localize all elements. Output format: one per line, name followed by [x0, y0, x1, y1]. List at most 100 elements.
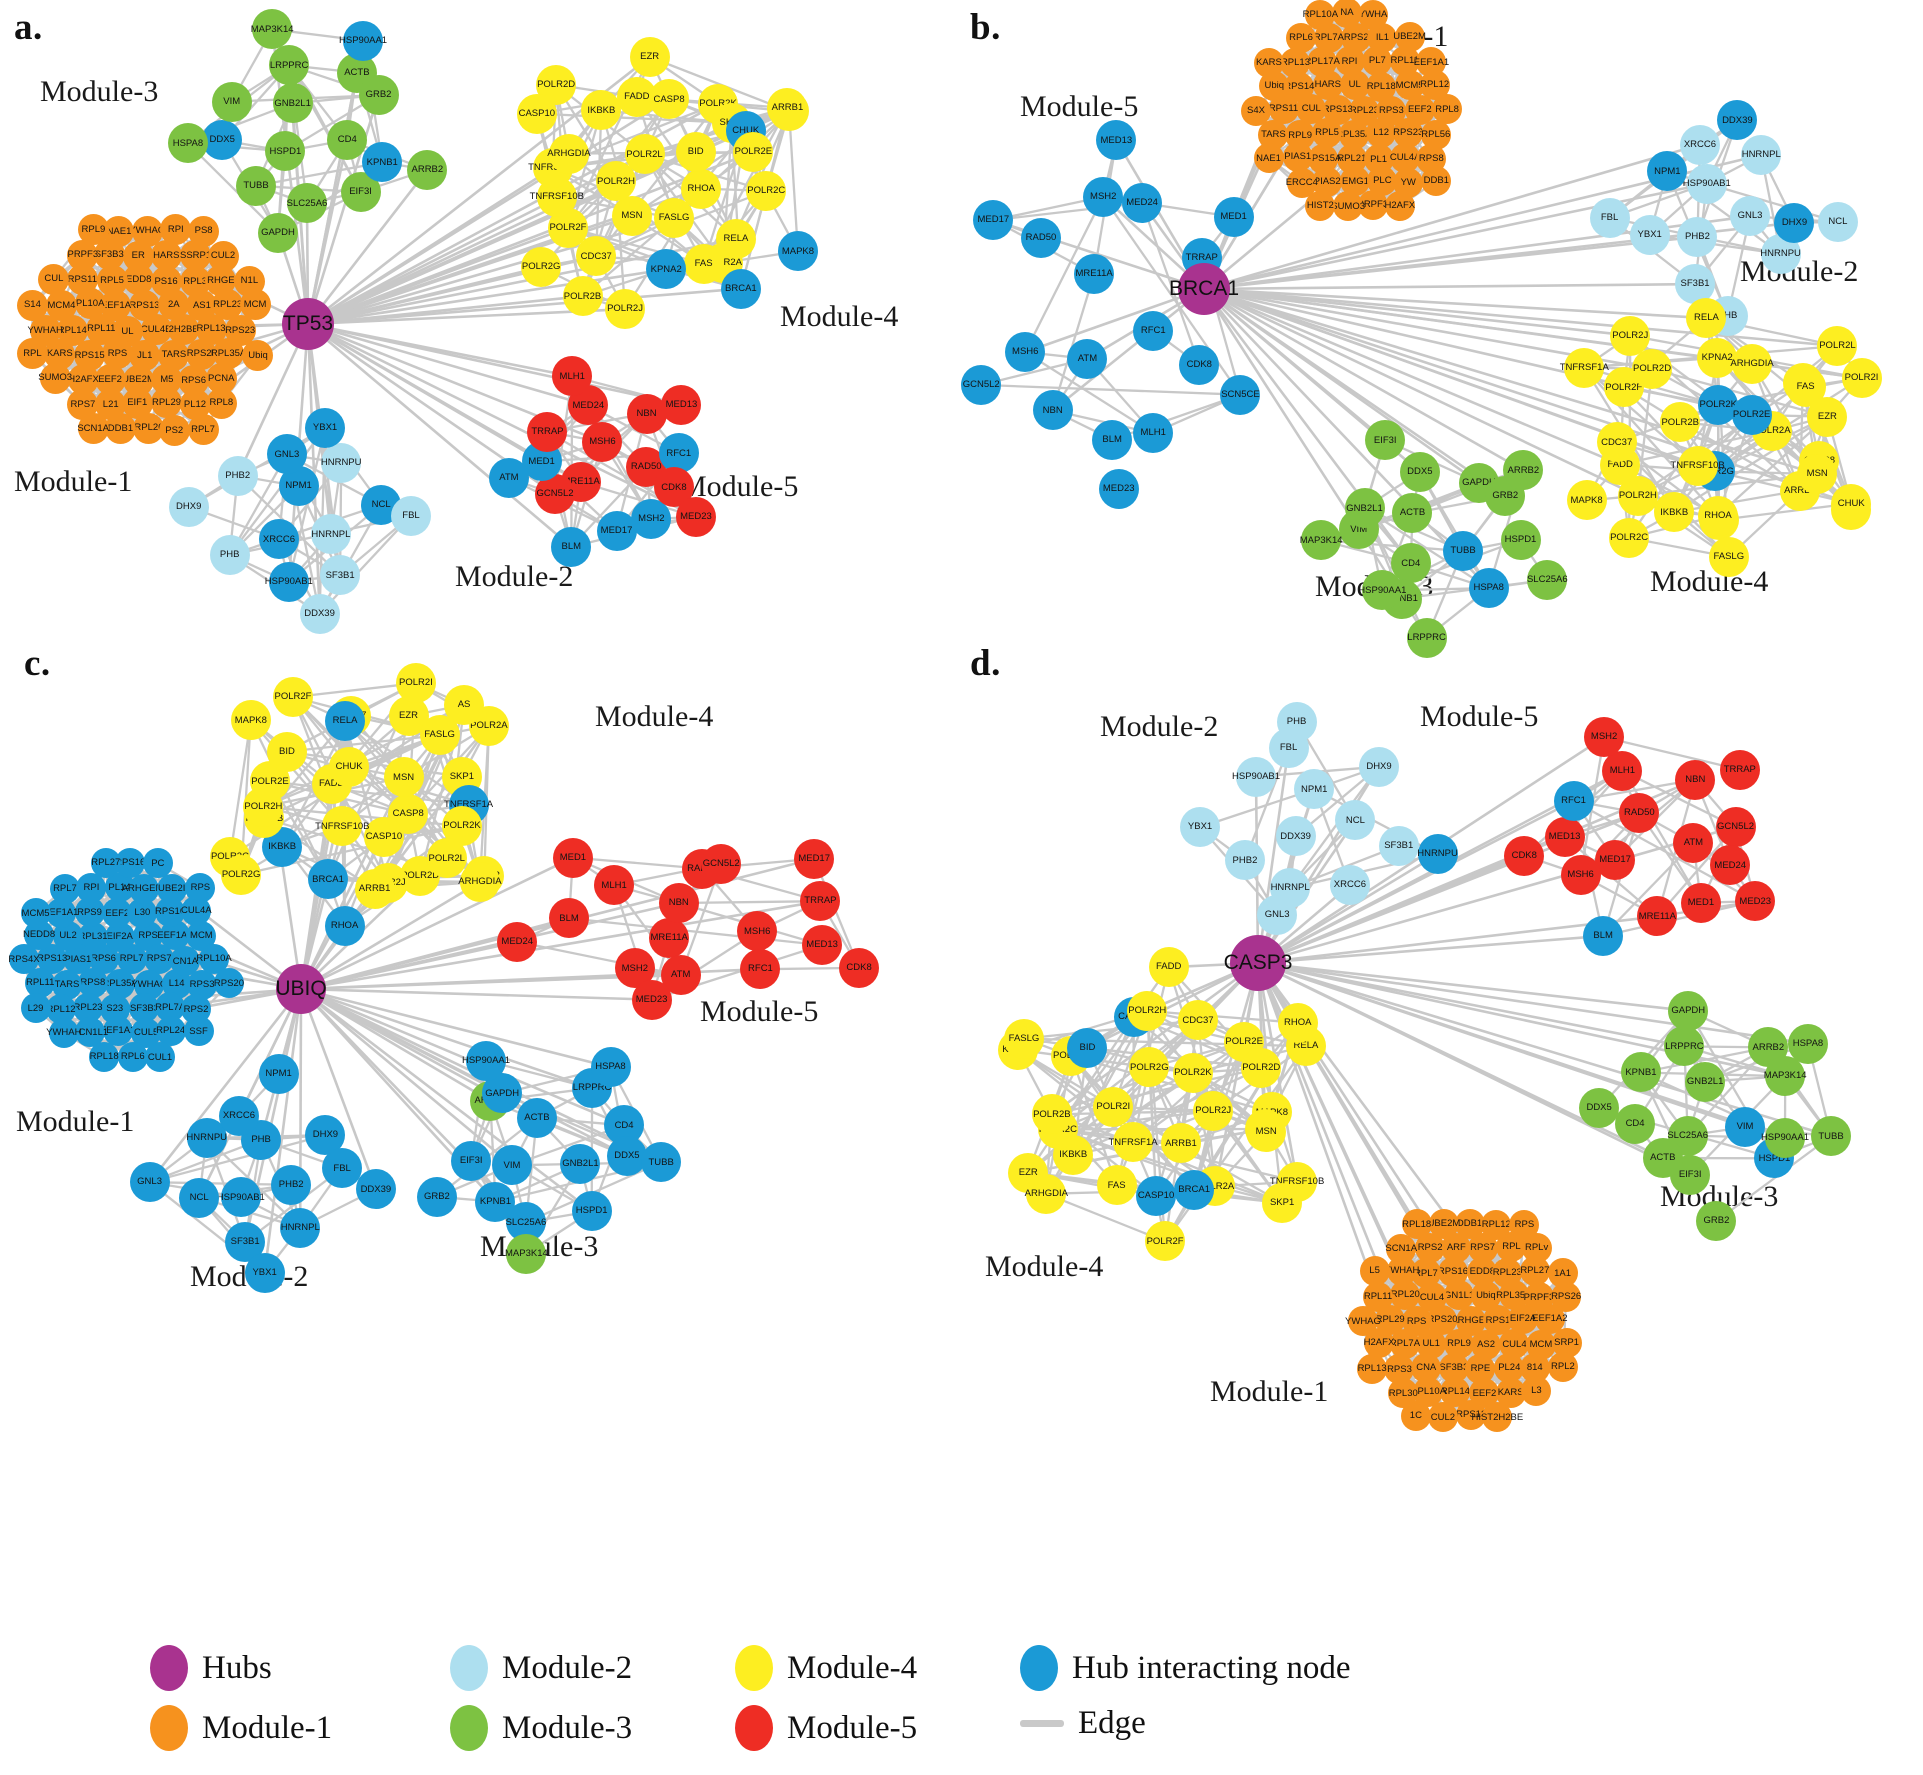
node-ddx5[interactable]: DDX5 — [1579, 1088, 1620, 1129]
node-chuk[interactable]: CHUK — [1831, 483, 1872, 524]
node-grb2[interactable]: GRB2 — [358, 75, 399, 116]
node-rpl6[interactable]: RPL6 — [117, 1041, 148, 1072]
node-casp10[interactable]: CASP10 — [1136, 1175, 1177, 1216]
node-tnfrsf10b[interactable]: TNFRSF10B — [1670, 445, 1725, 486]
node-rfc1[interactable]: RFC1 — [1133, 310, 1174, 351]
node-gcn5l2[interactable]: GCN5L2 — [961, 364, 1002, 405]
node-mapk8[interactable]: MAPK8 — [1566, 480, 1607, 521]
node-hnrnpu[interactable]: HNRNPU — [1417, 834, 1458, 875]
node-msn[interactable]: MSN — [611, 195, 652, 236]
node-ps2[interactable]: PS2 — [158, 414, 190, 446]
node-polr2i[interactable]: POLR2I — [1841, 358, 1882, 399]
node-bid[interactable]: BID — [675, 132, 716, 173]
node-blm[interactable]: BLM — [551, 526, 592, 567]
node-ywhah[interactable]: YWHAH — [46, 1017, 81, 1048]
node-ssf[interactable]: SSF — [183, 1016, 214, 1047]
node-rfc1[interactable]: RFC1 — [1553, 780, 1594, 821]
node-hsp90aa1[interactable]: HSP90AA1 — [462, 1040, 510, 1081]
node-hsp90ab1[interactable]: HSP90AB1 — [1683, 163, 1731, 204]
node-nbn[interactable]: NBN — [658, 883, 699, 924]
node-hspd1[interactable]: HSPD1 — [1500, 519, 1541, 560]
node-hspa8[interactable]: HSPA8 — [167, 123, 208, 164]
node-med23[interactable]: MED23 — [1098, 469, 1139, 510]
node-grb2[interactable]: GRB2 — [416, 1176, 457, 1217]
node-hspa8[interactable]: HSPA8 — [1468, 568, 1509, 609]
node-phb[interactable]: PHB — [209, 535, 250, 576]
node-med1[interactable]: MED1 — [552, 837, 593, 878]
node-hnrnpl[interactable]: HNRNPL — [1741, 135, 1782, 175]
node-brca1[interactable]: BRCA1 — [1174, 1169, 1215, 1210]
node-polr2g[interactable]: POLR2G — [521, 247, 562, 288]
node-ddb1[interactable]: DDB1 — [1421, 165, 1452, 196]
node-rpl8[interactable]: RPL8 — [205, 387, 237, 419]
node-npm1[interactable]: NPM1 — [258, 1054, 299, 1095]
node-mapk8[interactable]: MAPK8 — [230, 700, 271, 741]
node-ybx1[interactable]: YBX1 — [1629, 214, 1670, 255]
node-msh6[interactable]: MSH6 — [1560, 854, 1601, 895]
node-vim[interactable]: VIM — [1725, 1107, 1766, 1148]
node-scn1a[interactable]: SCN1A — [77, 413, 109, 445]
panel-c-hub-ubiq[interactable]: UBIQ — [275, 964, 327, 1014]
node-ybx1[interactable]: YBX1 — [1180, 807, 1221, 848]
node-rpl[interactable]: RPL — [16, 338, 48, 370]
node-rhoa[interactable]: RHOA — [1277, 1002, 1318, 1043]
node-casp10[interactable]: CASP10 — [516, 93, 557, 134]
node-dhx9[interactable]: DHX9 — [1774, 202, 1815, 243]
node-eef1a1[interactable]: EEF1A1 — [100, 1015, 135, 1046]
node-ps8[interactable]: PS8 — [188, 215, 220, 247]
node-scn5ce[interactable]: SCN5CE — [1220, 374, 1261, 415]
node-med24[interactable]: MED24 — [497, 921, 538, 962]
node-dhx9[interactable]: DHX9 — [168, 486, 209, 527]
node-cul2[interactable]: CUL2 — [207, 240, 239, 272]
node-sumo3[interactable]: SUMO3 — [38, 362, 72, 394]
node-polr2e[interactable]: POLR2E — [1731, 394, 1772, 435]
node-ddx39[interactable]: DDX39 — [299, 593, 340, 634]
node-gnl3[interactable]: GNL3 — [129, 1162, 170, 1203]
node-ddx5[interactable]: DDX5 — [1399, 451, 1440, 492]
node-xrcc6[interactable]: XRCC6 — [1329, 865, 1370, 906]
node-skp1[interactable]: SKP1 — [1262, 1182, 1303, 1223]
node-phb2[interactable]: PHB2 — [271, 1164, 312, 1205]
node-brca1[interactable]: BRCA1 — [720, 268, 761, 309]
node-hnrnpl[interactable]: HNRNPL — [280, 1207, 321, 1248]
node-sf3b1[interactable]: SF3B1 — [1378, 825, 1419, 866]
node-hspa8[interactable]: HSPA8 — [590, 1047, 631, 1088]
node-ube2i[interactable]: UBE2I — [156, 874, 187, 905]
node-arhgdia[interactable]: ARHGDIA — [458, 861, 502, 902]
node-casp10[interactable]: CASP10 — [363, 817, 404, 858]
node-med17[interactable]: MED17 — [794, 838, 835, 879]
node-msn[interactable]: MSN — [383, 757, 424, 798]
node-ncl[interactable]: NCL — [179, 1177, 220, 1218]
node-s4x[interactable]: S4X — [1240, 95, 1271, 126]
node-polr2b[interactable]: POLR2B — [562, 276, 603, 317]
node-map3k14[interactable]: MAP3K14 — [505, 1233, 548, 1274]
node-nae1[interactable]: NAE1 — [1253, 143, 1284, 174]
node-rpl2[interactable]: RPL2 — [1547, 1351, 1578, 1382]
node-phb2[interactable]: PHB2 — [217, 455, 258, 496]
node-1a1[interactable]: 1A1 — [1547, 1258, 1578, 1289]
node-mcm5[interactable]: MCM5 — [20, 898, 51, 929]
node-polr2d[interactable]: POLR2D — [1632, 349, 1673, 390]
node-rpl18[interactable]: RPL18 — [1401, 1209, 1432, 1240]
node-bid[interactable]: BID — [1067, 1027, 1108, 1068]
node-actb[interactable]: ACTB — [516, 1097, 557, 1138]
node-rhoa[interactable]: RHOA — [324, 905, 365, 946]
node-gnb2l1[interactable]: GNB2L1 — [272, 83, 313, 124]
node-rela[interactable]: RELA — [325, 700, 366, 741]
node-slc25a6[interactable]: SLC25A6 — [1527, 559, 1568, 600]
node-hspd1[interactable]: HSPD1 — [571, 1191, 612, 1232]
node-mapk8[interactable]: MAPK8 — [777, 231, 818, 272]
panel-a-hub-tp53[interactable]: TP53 — [282, 298, 334, 350]
node-rad50[interactable]: RAD50 — [1020, 217, 1061, 258]
node-rpl7[interactable]: RPL7 — [49, 873, 80, 904]
node-cdk8[interactable]: CDK8 — [1504, 835, 1545, 876]
node-dhx9[interactable]: DHX9 — [1359, 746, 1399, 787]
node-gnl3[interactable]: GNL3 — [1257, 894, 1298, 935]
node-polr2i[interactable]: POLR2I — [395, 663, 436, 704]
node-arrb1[interactable]: ARRB1 — [1160, 1123, 1201, 1164]
node-med23[interactable]: MED23 — [631, 979, 672, 1020]
node-n1l[interactable]: N1L — [233, 265, 265, 297]
node-gapdh[interactable]: GAPDH — [1668, 990, 1709, 1031]
node-fbl[interactable]: FBL — [390, 495, 431, 536]
node-med23[interactable]: MED23 — [675, 496, 716, 537]
